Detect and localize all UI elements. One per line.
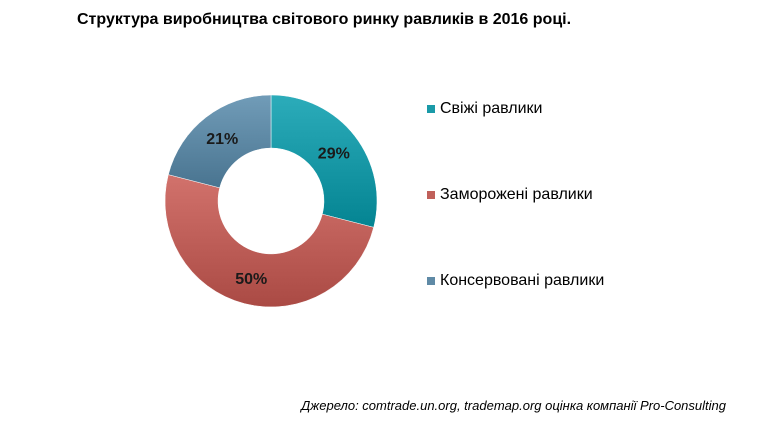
legend-item-canned: Консервовані равлики bbox=[427, 272, 604, 290]
source-note: Джерело: comtrade.un.org, trademap.org о… bbox=[301, 398, 726, 413]
legend-item-frozen: Заморожені равлики bbox=[427, 186, 593, 204]
legend-label-frozen: Заморожені равлики bbox=[440, 186, 593, 203]
slice-label-canned: 21% bbox=[206, 131, 238, 148]
legend-item-fresh: Свіжі равлики bbox=[427, 100, 542, 118]
legend-label-fresh: Свіжі равлики bbox=[440, 100, 543, 117]
slice-label-fresh: 29% bbox=[318, 145, 350, 162]
donut-slice-frozen bbox=[164, 174, 374, 308]
chart-title: Структура виробництва світового ринку ра… bbox=[77, 11, 572, 28]
legend-swatch-canned bbox=[427, 277, 435, 285]
donut-slice-fresh bbox=[270, 94, 378, 228]
legend-swatch-fresh bbox=[427, 105, 435, 113]
slice-label-frozen: 50% bbox=[235, 271, 267, 288]
donut-slice-canned bbox=[168, 94, 272, 189]
legend-label-canned: Консервовані равлики bbox=[440, 272, 605, 289]
legend-swatch-frozen bbox=[427, 191, 435, 199]
